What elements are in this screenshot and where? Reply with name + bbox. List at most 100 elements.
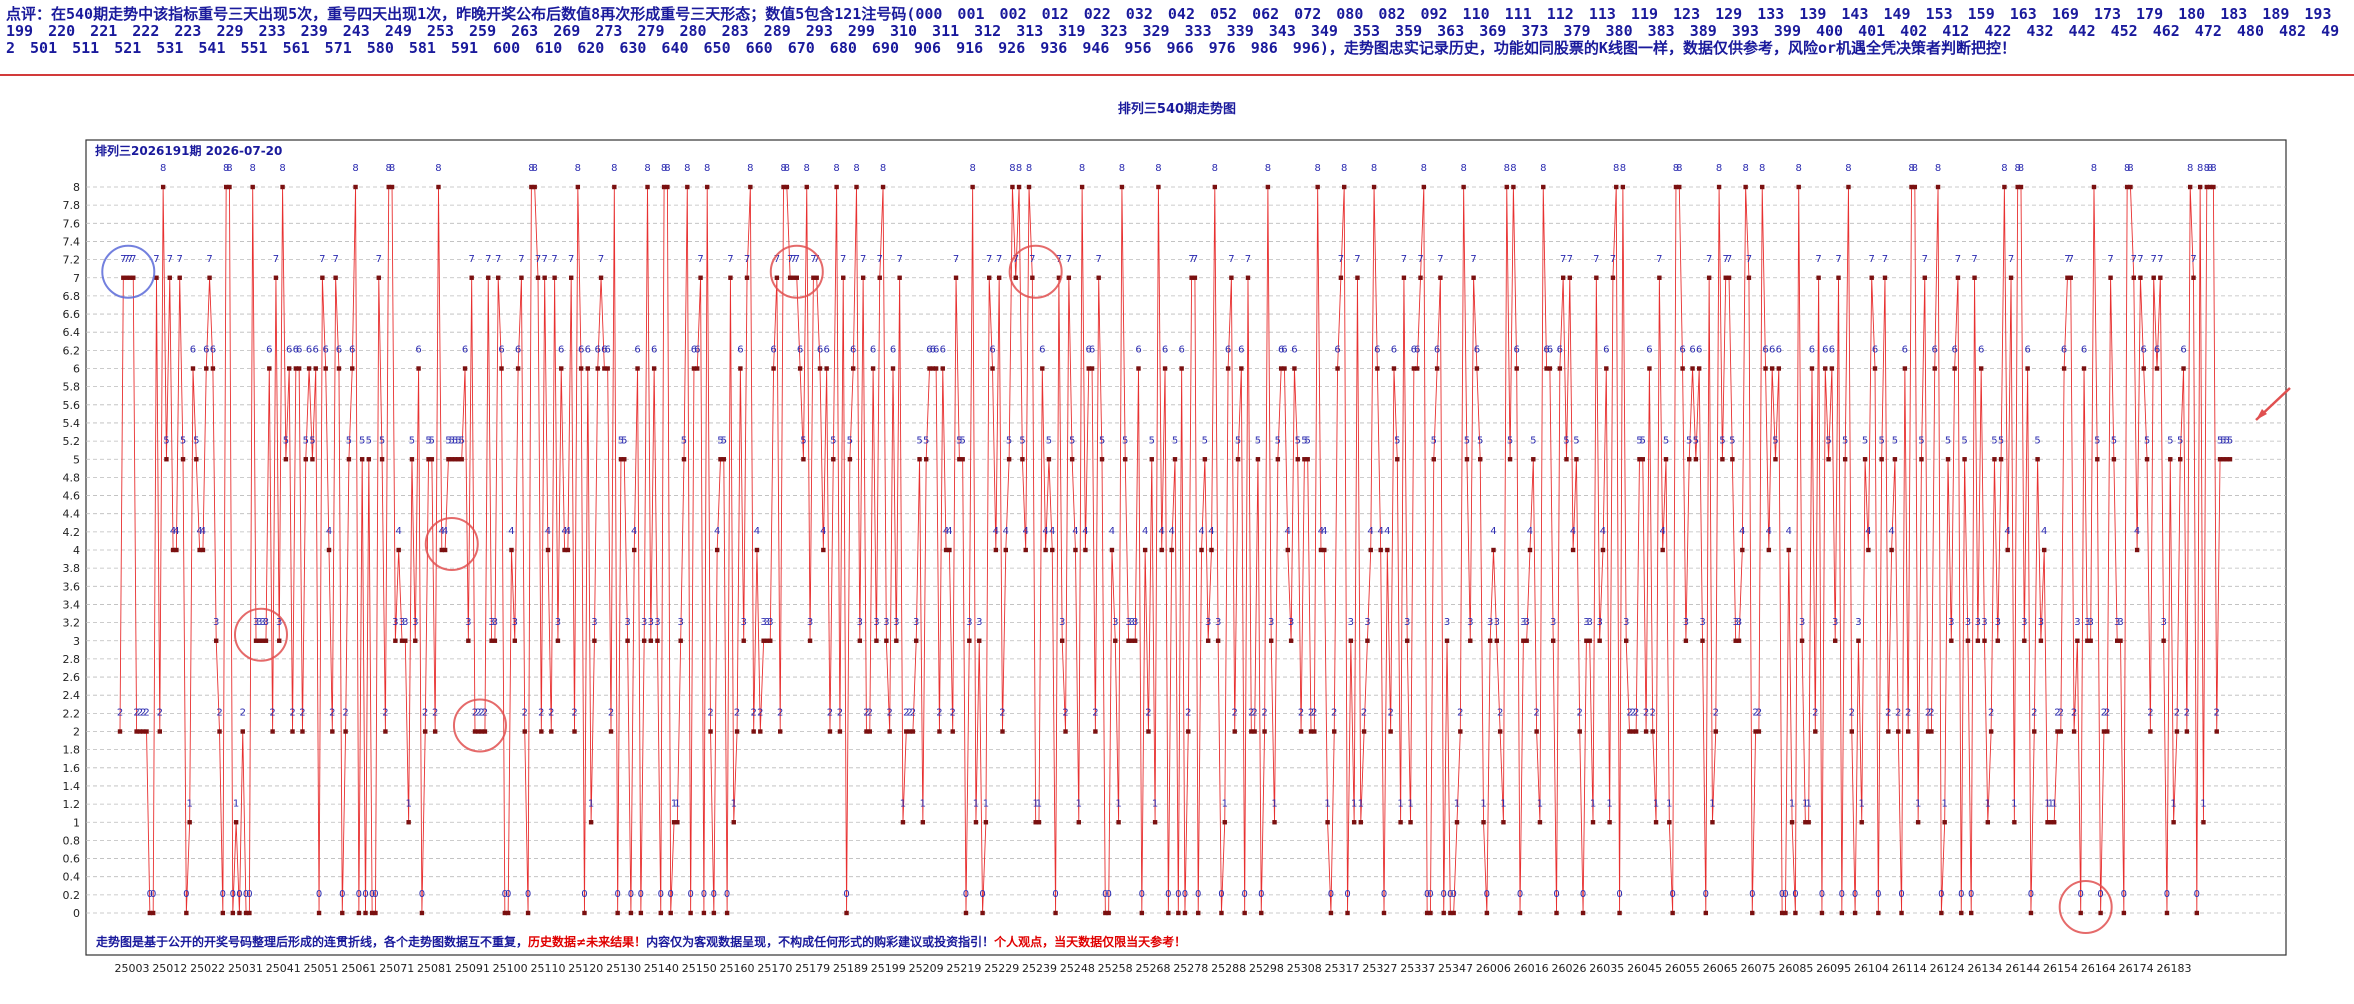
data-label: 0 bbox=[183, 889, 189, 900]
data-label: 5 bbox=[163, 435, 169, 446]
data-point bbox=[539, 729, 544, 734]
data-label: 7 bbox=[1971, 254, 1977, 265]
data-label: 7 bbox=[1029, 254, 1035, 265]
data-label: 0 bbox=[687, 889, 693, 900]
data-label: 6 bbox=[1086, 345, 1092, 356]
data-point bbox=[2048, 820, 2054, 825]
data-label: 0 bbox=[1852, 889, 1858, 900]
data-label: 7 bbox=[744, 254, 750, 265]
data-point bbox=[1468, 638, 1473, 643]
data-point bbox=[947, 547, 952, 553]
data-point bbox=[1202, 457, 1208, 462]
data-label: 0 bbox=[502, 889, 508, 900]
data-label: 8 bbox=[2210, 163, 2216, 174]
data-point bbox=[632, 547, 637, 553]
data-point bbox=[2042, 547, 2047, 553]
data-point bbox=[1879, 457, 1884, 462]
data-label: 5 bbox=[1464, 435, 1470, 446]
data-point bbox=[1222, 820, 1227, 825]
data-label: 8 bbox=[1742, 163, 1748, 174]
x-tick-label: 25308 bbox=[1287, 962, 1322, 975]
data-point bbox=[588, 820, 594, 825]
data-point bbox=[738, 366, 743, 371]
x-tick-label: 25100 bbox=[493, 962, 528, 975]
data-point bbox=[1106, 910, 1111, 916]
data-point bbox=[582, 910, 587, 916]
data-label: 8 bbox=[1079, 163, 1085, 174]
data-point bbox=[2161, 638, 2166, 643]
data-point bbox=[1169, 547, 1174, 553]
data-label: 4 bbox=[1600, 526, 1606, 537]
data-point bbox=[1431, 457, 1436, 462]
data-point bbox=[303, 457, 308, 462]
data-label: 6 bbox=[349, 345, 355, 356]
data-label: 1 bbox=[1590, 798, 1596, 809]
data-point bbox=[1504, 184, 1509, 190]
data-point bbox=[2164, 910, 2170, 916]
data-label: 7 bbox=[551, 254, 557, 265]
data-point bbox=[1192, 275, 1198, 280]
data-label: 3 bbox=[1623, 617, 1629, 628]
data-label: 5 bbox=[1663, 435, 1669, 446]
data-point bbox=[1255, 457, 1261, 462]
data-label: 8 bbox=[1908, 163, 1914, 174]
data-point bbox=[665, 184, 670, 190]
data-point bbox=[1750, 910, 1755, 916]
data-point bbox=[2012, 820, 2017, 825]
data-label: 2 bbox=[2101, 708, 2107, 719]
data-point bbox=[1401, 275, 1407, 280]
data-label: 3 bbox=[465, 617, 471, 628]
data-point bbox=[1348, 638, 1354, 643]
data-label: 3 bbox=[555, 617, 561, 628]
data-point bbox=[2181, 366, 2186, 371]
data-point bbox=[914, 638, 919, 643]
data-label: 5 bbox=[366, 435, 372, 446]
data-point bbox=[469, 275, 474, 280]
data-label: 3 bbox=[1981, 617, 1987, 628]
data-label: 3 bbox=[873, 617, 879, 628]
data-point bbox=[1882, 275, 1888, 280]
data-label: 4 bbox=[1378, 526, 1384, 537]
data-point bbox=[953, 275, 959, 280]
data-label: 3 bbox=[1364, 617, 1370, 628]
data-point bbox=[2115, 638, 2120, 643]
data-point bbox=[1275, 457, 1281, 462]
data-label: 8 bbox=[1540, 163, 1546, 174]
data-label: 3 bbox=[1799, 617, 1805, 628]
data-point bbox=[160, 184, 166, 190]
data-label: 3 bbox=[1683, 617, 1689, 628]
data-label: 1 bbox=[1500, 798, 1506, 809]
data-point bbox=[867, 729, 872, 734]
data-label: 4 bbox=[561, 526, 567, 537]
data-label: 3 bbox=[976, 617, 982, 628]
data-point bbox=[1962, 457, 1967, 462]
data-point bbox=[1302, 457, 1307, 462]
data-point bbox=[1789, 820, 1795, 825]
data-label: 5 bbox=[621, 435, 627, 446]
data-point bbox=[1673, 184, 1679, 190]
data-label: 3 bbox=[488, 617, 494, 628]
data-label: 6 bbox=[601, 345, 607, 356]
data-point bbox=[1617, 910, 1622, 916]
data-point bbox=[850, 366, 856, 371]
data-point bbox=[373, 910, 378, 916]
data-label: 2 bbox=[1533, 708, 1539, 719]
data-label: 1 bbox=[920, 798, 926, 809]
data-point bbox=[1541, 184, 1546, 190]
data-point bbox=[774, 275, 780, 280]
data-point bbox=[486, 275, 491, 280]
data-point bbox=[1627, 729, 1632, 734]
data-label: 3 bbox=[1268, 617, 1274, 628]
data-label: 3 bbox=[764, 617, 770, 628]
data-point bbox=[2005, 547, 2010, 553]
data-label: 0 bbox=[963, 889, 969, 900]
data-point bbox=[1368, 547, 1373, 553]
data-label: 6 bbox=[323, 345, 329, 356]
data-label: 6 bbox=[797, 345, 803, 356]
data-label: 7 bbox=[376, 254, 382, 265]
data-point bbox=[1726, 275, 1732, 280]
data-label: 0 bbox=[1958, 889, 1964, 900]
data-label: 6 bbox=[694, 345, 700, 356]
data-point bbox=[1929, 729, 1934, 734]
data-point bbox=[622, 457, 627, 462]
